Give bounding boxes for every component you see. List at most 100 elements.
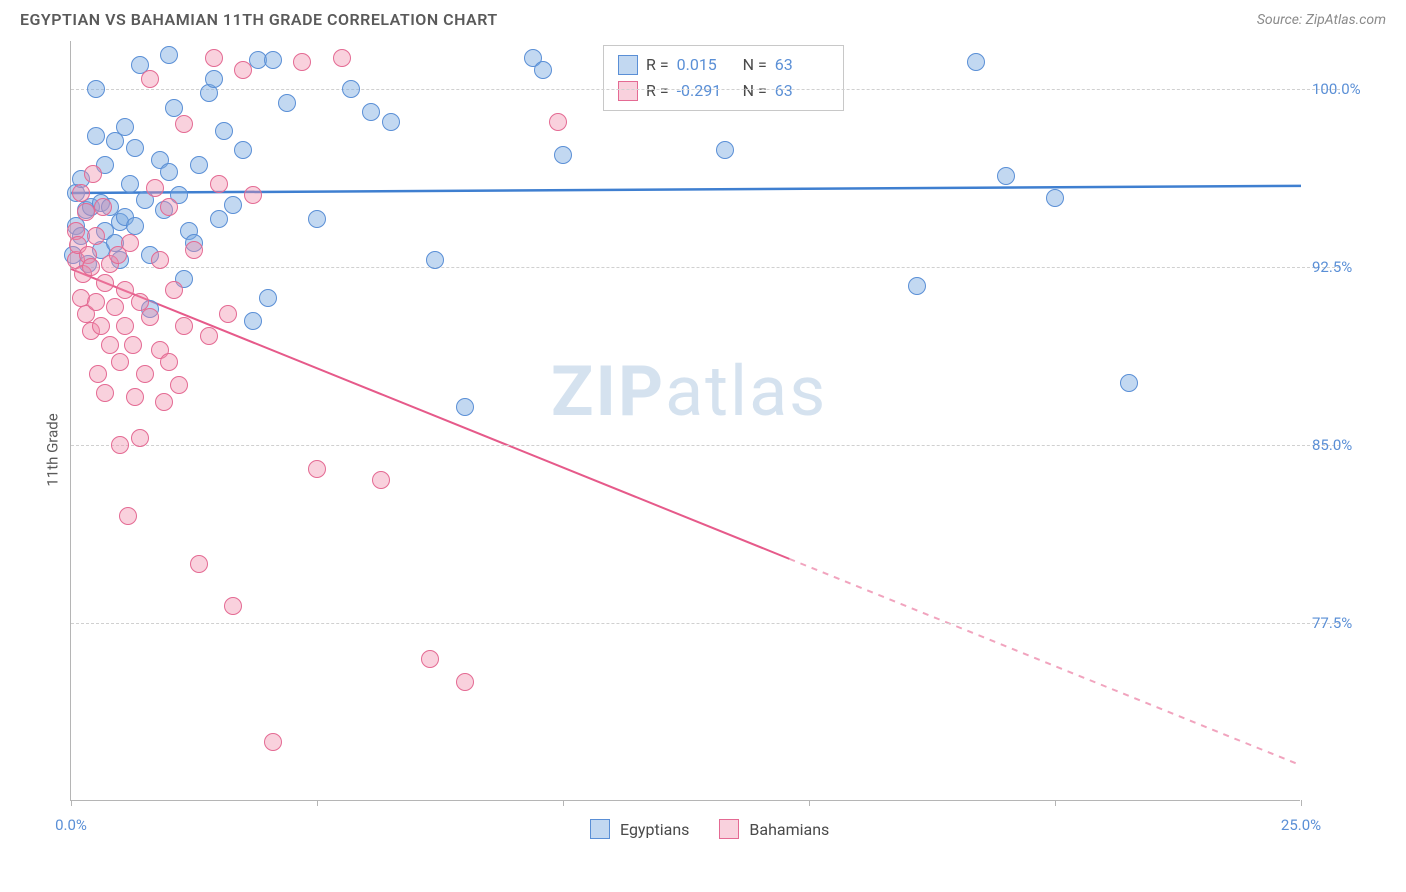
scatter-point (1046, 189, 1064, 207)
scatter-point (534, 61, 552, 79)
chart-area: 11th Grade ZIPatlas R = 0.015 N = 63R = … (20, 35, 1386, 865)
scatter-point (308, 460, 326, 478)
scatter-point (190, 156, 208, 174)
scatter-point (96, 384, 114, 402)
series-swatch (618, 81, 638, 101)
scatter-point (264, 51, 282, 69)
scatter-point (151, 251, 169, 269)
scatter-point (967, 53, 985, 71)
scatter-point (160, 353, 178, 371)
legend-item: Egyptians (590, 819, 689, 839)
scatter-point (141, 70, 159, 88)
scatter-point (205, 49, 223, 67)
scatter-point (997, 167, 1015, 185)
x-tick (317, 800, 318, 806)
scatter-point (175, 317, 193, 335)
scatter-point (111, 353, 129, 371)
scatter-point (126, 388, 144, 406)
scatter-point (89, 365, 107, 383)
gridline (71, 623, 1340, 624)
scatter-point (210, 210, 228, 228)
scatter-point (554, 146, 572, 164)
scatter-point (175, 115, 193, 133)
scatter-point (333, 49, 351, 67)
scatter-point (224, 597, 242, 615)
scatter-point (224, 196, 242, 214)
series-swatch (618, 55, 638, 75)
scatter-point (136, 365, 154, 383)
y-tick-label: 92.5% (1312, 258, 1372, 276)
x-tick-label: 0.0% (55, 816, 87, 834)
scatter-point (146, 179, 164, 197)
stat-row: R = 0.015 N = 63 (618, 52, 829, 78)
scatter-point (160, 163, 178, 181)
scatter-point (264, 733, 282, 751)
scatter-point (293, 53, 311, 71)
scatter-point (200, 327, 218, 345)
legend: Egyptians Bahamians (590, 819, 829, 839)
x-tick (1301, 800, 1302, 806)
scatter-point (126, 217, 144, 235)
scatter-point (426, 251, 444, 269)
scatter-point (106, 298, 124, 316)
scatter-point (121, 234, 139, 252)
scatter-point (210, 175, 228, 193)
scatter-point (908, 277, 926, 295)
scatter-point (92, 317, 110, 335)
series-swatch (719, 819, 739, 839)
scatter-point (185, 241, 203, 259)
legend-label: Bahamians (749, 820, 829, 839)
gridline (71, 89, 1340, 90)
y-axis-label: 11th Grade (44, 413, 62, 486)
scatter-point (84, 165, 102, 183)
scatter-point (87, 127, 105, 145)
legend-label: Egyptians (620, 820, 689, 839)
scatter-point (278, 94, 296, 112)
correlation-stats-box: R = 0.015 N = 63R = -0.291 N = 63 (603, 45, 844, 111)
scatter-point (382, 113, 400, 131)
scatter-point (121, 175, 139, 193)
plot-region: ZIPatlas R = 0.015 N = 63R = -0.291 N = … (70, 41, 1300, 801)
y-tick-label: 100.0% (1312, 80, 1372, 98)
scatter-point (190, 555, 208, 573)
scatter-point (456, 398, 474, 416)
trend-lines (71, 41, 1301, 801)
scatter-point (87, 227, 105, 245)
scatter-point (87, 80, 105, 98)
scatter-point (716, 141, 734, 159)
scatter-point (456, 673, 474, 691)
gridline (71, 445, 1340, 446)
scatter-point (1120, 374, 1138, 392)
y-tick-label: 77.5% (1312, 614, 1372, 632)
scatter-point (308, 210, 326, 228)
scatter-point (155, 393, 173, 411)
x-tick (1055, 800, 1056, 806)
scatter-point (87, 293, 105, 311)
stat-row: R = -0.291 N = 63 (618, 78, 829, 104)
scatter-point (421, 650, 439, 668)
scatter-point (244, 312, 262, 330)
series-swatch (590, 819, 610, 839)
scatter-point (165, 99, 183, 117)
x-tick (563, 800, 564, 806)
scatter-point (131, 429, 149, 447)
scatter-point (234, 141, 252, 159)
scatter-point (160, 198, 178, 216)
scatter-point (342, 80, 360, 98)
scatter-point (160, 46, 178, 64)
scatter-point (259, 289, 277, 307)
chart-source: Source: ZipAtlas.com (1257, 12, 1386, 28)
scatter-point (141, 308, 159, 326)
scatter-point (119, 507, 137, 525)
scatter-point (77, 203, 95, 221)
scatter-point (126, 139, 144, 157)
y-tick-label: 85.0% (1312, 436, 1372, 454)
scatter-point (96, 274, 114, 292)
legend-item: Bahamians (719, 819, 829, 839)
scatter-point (72, 184, 90, 202)
watermark: ZIPatlas (551, 351, 827, 433)
scatter-point (116, 317, 134, 335)
scatter-point (82, 258, 100, 276)
scatter-point (94, 198, 112, 216)
scatter-point (116, 118, 134, 136)
